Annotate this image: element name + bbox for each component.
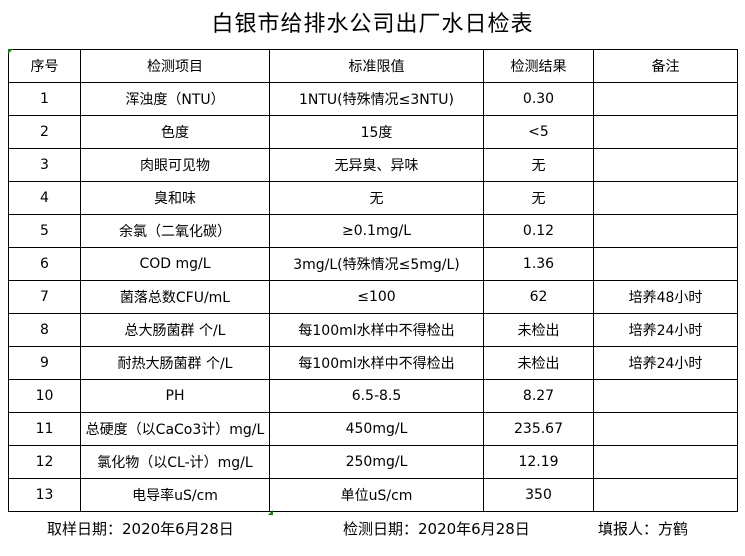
table-cell: 余氯（二氧化碳）	[81, 215, 270, 248]
table-cell: 臭和味	[81, 182, 270, 215]
table-cell: 浑浊度（NTU）	[81, 83, 270, 116]
table-row: 13电导率uS/cm单位uS/cm350	[9, 479, 738, 512]
inspection-table: 序号 检测项目 标准限值 检测结果 备注 1浑浊度（NTU）1NTU(特殊情况≤…	[8, 49, 738, 512]
page-title: 白银市给排水公司出厂水日检表	[0, 6, 745, 38]
table-cell: 无	[270, 182, 484, 215]
table-cell: 9	[9, 347, 81, 380]
table-cell	[594, 446, 738, 479]
table-cell: 耐热大肠菌群 个/L	[81, 347, 270, 380]
table-cell: 12.19	[484, 446, 594, 479]
table-cell: 0.30	[484, 83, 594, 116]
table-cell: 15度	[270, 116, 484, 149]
table-cell: 肉眼可见物	[81, 149, 270, 182]
table-cell: 1.36	[484, 248, 594, 281]
header-cell: 标准限值	[270, 50, 484, 83]
table-cell: 培养48小时	[594, 281, 738, 314]
table-row: 7菌落总数CFU/mL≤10062培养48小时	[9, 281, 738, 314]
table-cell: 10	[9, 380, 81, 413]
table-row: 2色度15度<5	[9, 116, 738, 149]
header-cell: 检测结果	[484, 50, 594, 83]
table-row: 5余氯（二氧化碳）≥0.1mg/L0.12	[9, 215, 738, 248]
table-cell: 培养24小时	[594, 314, 738, 347]
table-cell: 每100ml水样中不得检出	[270, 314, 484, 347]
table-cell: ≥0.1mg/L	[270, 215, 484, 248]
table-cell: 单位uS/cm	[270, 479, 484, 512]
table-cell: 6	[9, 248, 81, 281]
table-cell: 6.5-8.5	[270, 380, 484, 413]
test-date: 检测日期：2020年6月28日	[343, 518, 530, 539]
table-cell: 无	[484, 182, 594, 215]
table-cell: 450mg/L	[270, 413, 484, 446]
table-cell: 3mg/L(特殊情况≤5mg/L)	[270, 248, 484, 281]
table-cell	[594, 215, 738, 248]
header-cell: 检测项目	[81, 50, 270, 83]
table-cell: 每100ml水样中不得检出	[270, 347, 484, 380]
cell-marker	[8, 49, 13, 54]
table-cell: 无异臭、异味	[270, 149, 484, 182]
sample-date: 取样日期：2020年6月28日	[47, 518, 234, 539]
header-cell: 序号	[9, 50, 81, 83]
table-cell: 4	[9, 182, 81, 215]
cell-marker	[268, 510, 273, 515]
table-cell	[594, 116, 738, 149]
table-cell: 350	[484, 479, 594, 512]
table-cell: 0.12	[484, 215, 594, 248]
table-cell	[594, 182, 738, 215]
table-cell: 5	[9, 215, 81, 248]
table-row: 8总大肠菌群 个/L每100ml水样中不得检出未检出培养24小时	[9, 314, 738, 347]
table-cell: 235.67	[484, 413, 594, 446]
table-cell: 11	[9, 413, 81, 446]
table-row: 1浑浊度（NTU）1NTU(特殊情况≤3NTU)0.30	[9, 83, 738, 116]
table-cell	[594, 413, 738, 446]
table-cell	[594, 380, 738, 413]
table-cell	[594, 149, 738, 182]
table-cell: 未检出	[484, 347, 594, 380]
table-cell: 氯化物（以CL-计）mg/L	[81, 446, 270, 479]
table-cell: 总大肠菌群 个/L	[81, 314, 270, 347]
table-cell: 色度	[81, 116, 270, 149]
table-cell: 培养24小时	[594, 347, 738, 380]
table-cell: 250mg/L	[270, 446, 484, 479]
table-row: 10PH6.5-8.58.27	[9, 380, 738, 413]
table-cell: COD mg/L	[81, 248, 270, 281]
table-cell: 13	[9, 479, 81, 512]
table-row: 4臭和味无无	[9, 182, 738, 215]
table-cell: 未检出	[484, 314, 594, 347]
table-cell: 1	[9, 83, 81, 116]
header-cell: 备注	[594, 50, 738, 83]
table-cell: 7	[9, 281, 81, 314]
table-cell	[594, 83, 738, 116]
table-cell: 无	[484, 149, 594, 182]
table-cell	[594, 479, 738, 512]
table-cell: 菌落总数CFU/mL	[81, 281, 270, 314]
table-row: 9耐热大肠菌群 个/L每100ml水样中不得检出未检出培养24小时	[9, 347, 738, 380]
header-row: 序号 检测项目 标准限值 检测结果 备注	[9, 50, 738, 83]
table-cell: 8.27	[484, 380, 594, 413]
table-row: 11总硬度（以CaCo3计）mg/L450mg/L235.67	[9, 413, 738, 446]
table-cell: <5	[484, 116, 594, 149]
table-row: 12氯化物（以CL-计）mg/L250mg/L12.19	[9, 446, 738, 479]
table-cell: 1NTU(特殊情况≤3NTU)	[270, 83, 484, 116]
table-row: 6COD mg/L3mg/L(特殊情况≤5mg/L)1.36	[9, 248, 738, 281]
reporter: 填报人：方鹤	[598, 518, 688, 539]
table-cell: 3	[9, 149, 81, 182]
table-cell: ≤100	[270, 281, 484, 314]
table-cell: 8	[9, 314, 81, 347]
table-cell: PH	[81, 380, 270, 413]
table-cell	[594, 248, 738, 281]
table-cell: 62	[484, 281, 594, 314]
table-cell: 12	[9, 446, 81, 479]
table-row: 3肉眼可见物无异臭、异味无	[9, 149, 738, 182]
table-cell: 总硬度（以CaCo3计）mg/L	[81, 413, 270, 446]
table-cell: 2	[9, 116, 81, 149]
table-cell: 电导率uS/cm	[81, 479, 270, 512]
